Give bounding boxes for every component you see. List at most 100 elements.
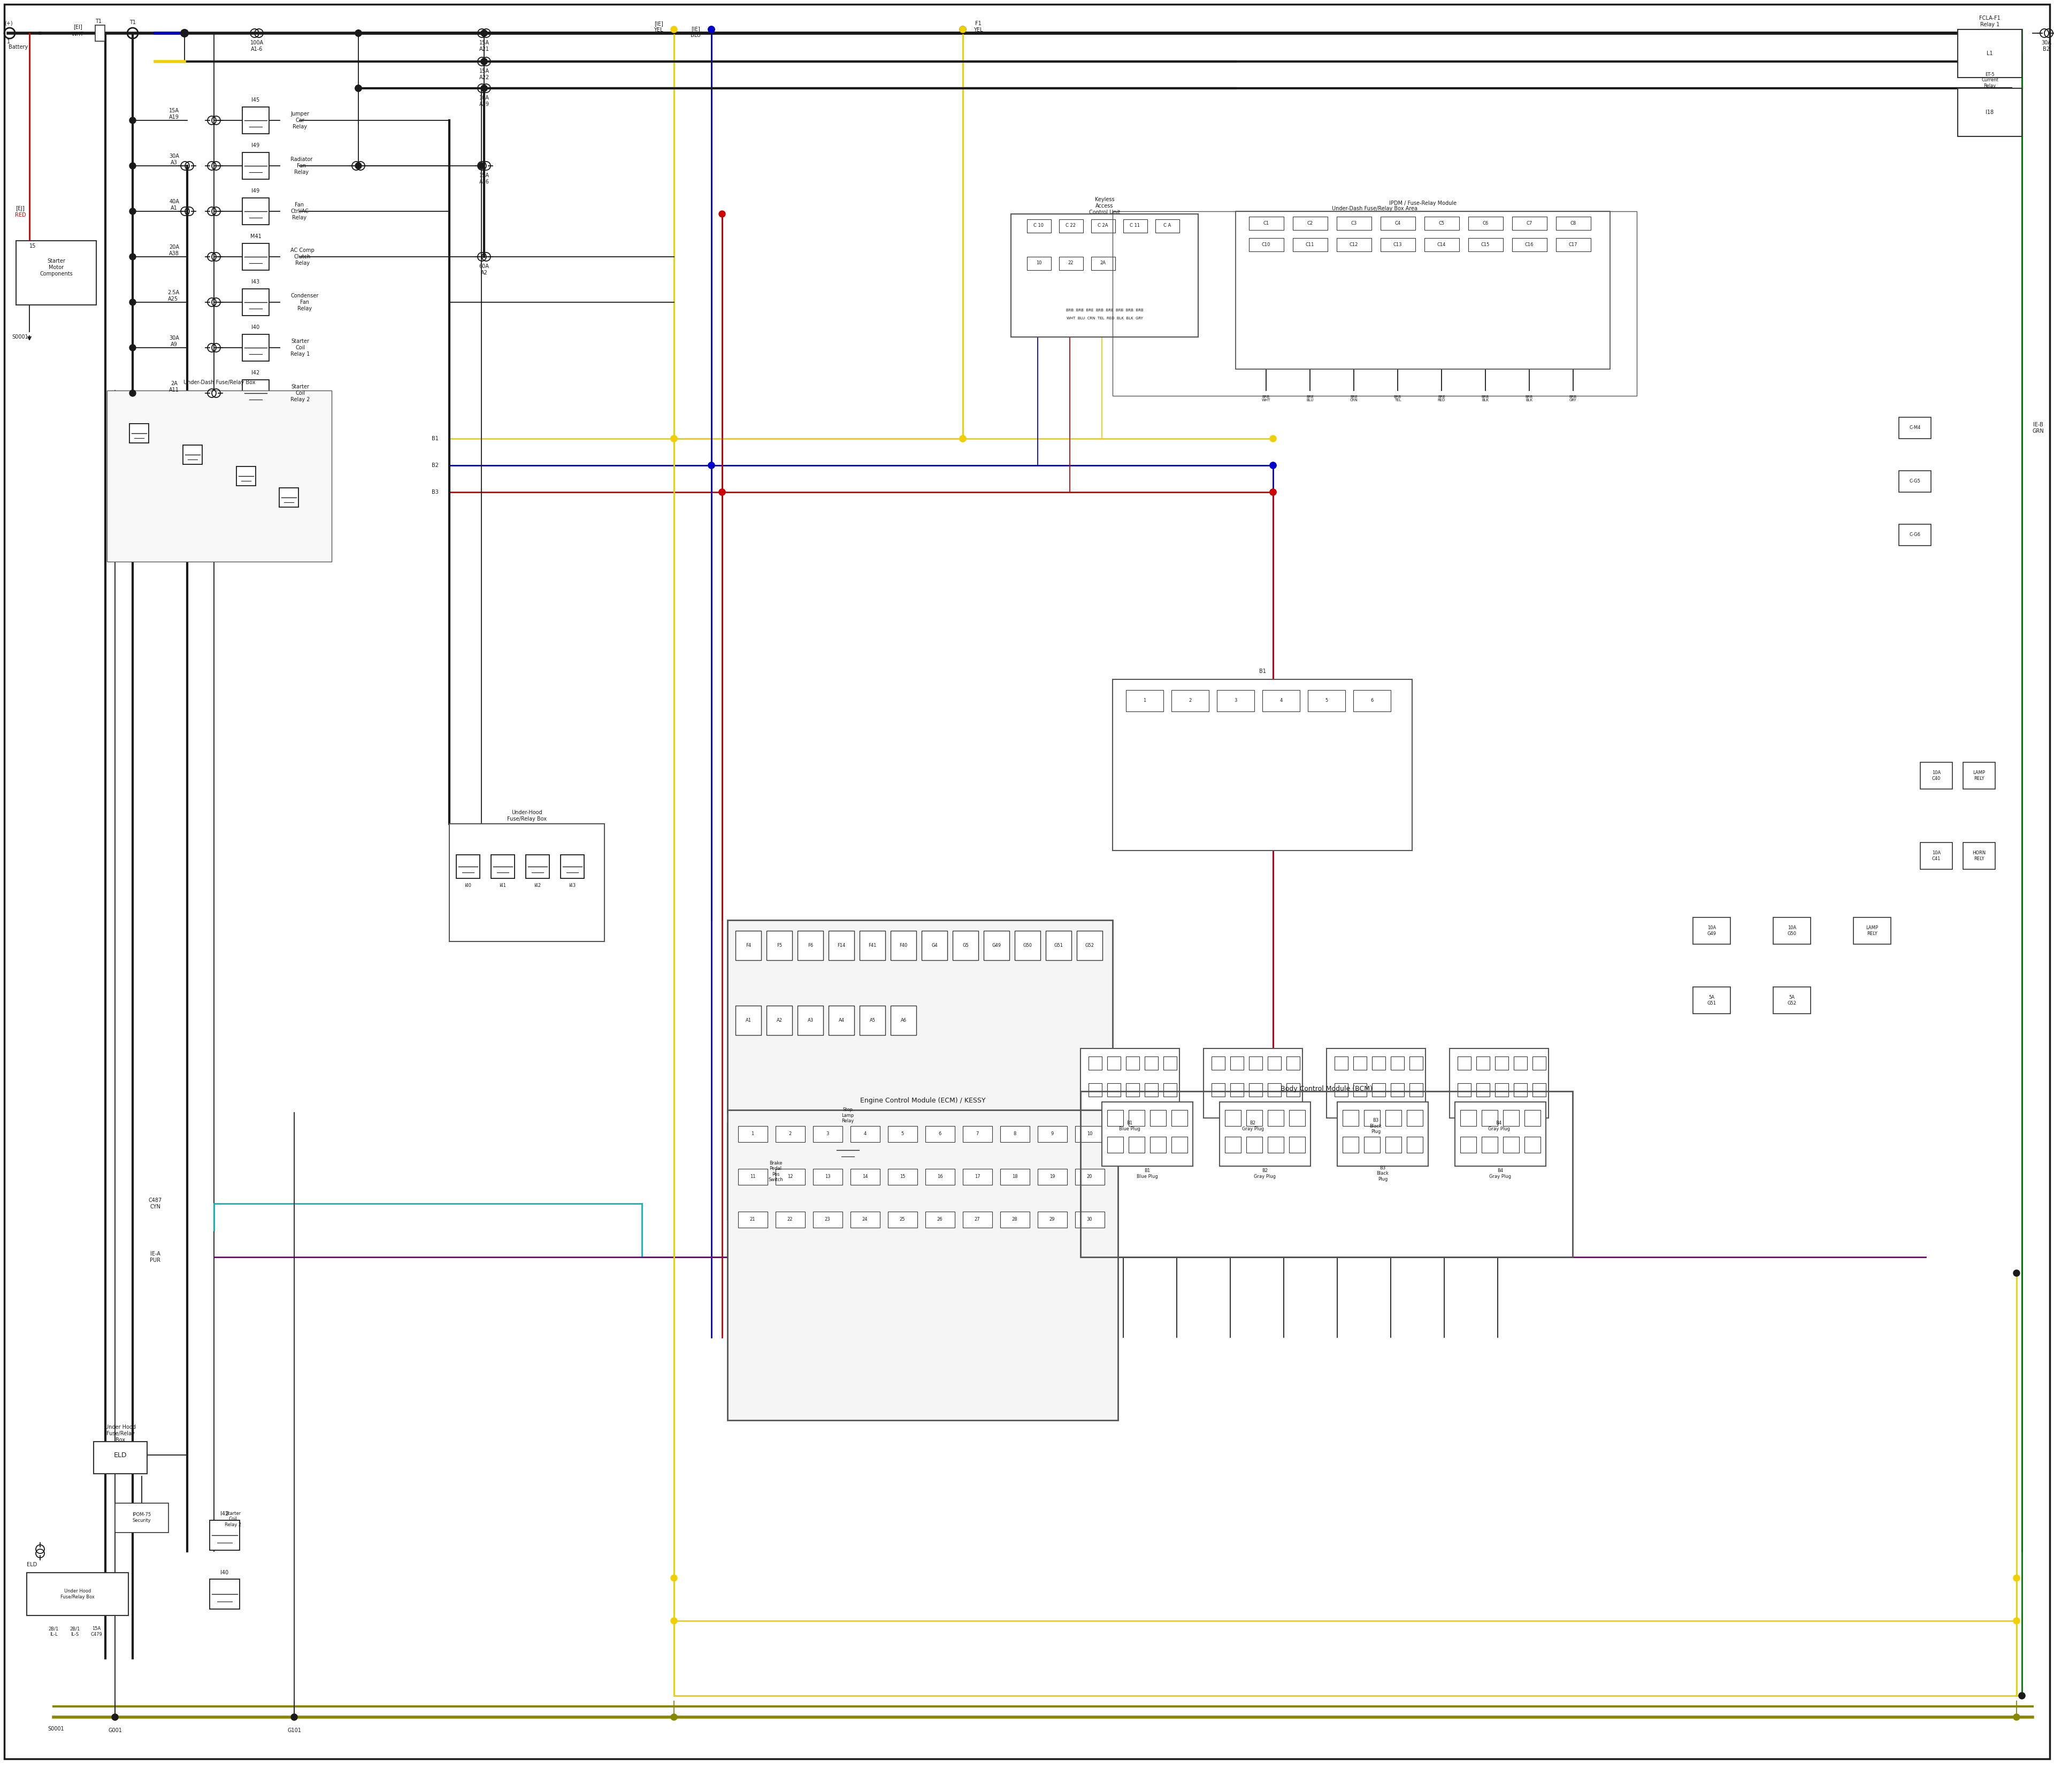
- Bar: [1964, 762, 1994, 788]
- Bar: [236, 466, 255, 486]
- Bar: [1773, 918, 1812, 944]
- Text: 14: 14: [863, 1174, 867, 1179]
- Bar: [210, 1579, 240, 1609]
- Circle shape: [129, 299, 136, 305]
- Bar: [242, 244, 269, 271]
- Bar: [242, 335, 269, 360]
- Bar: [1692, 987, 1729, 1014]
- Text: 30: 30: [1087, 1217, 1093, 1222]
- Bar: [1045, 930, 1072, 961]
- Bar: [1267, 1057, 1282, 1070]
- Bar: [1343, 1136, 1358, 1152]
- Text: 8: 8: [1013, 1131, 1017, 1136]
- Text: Body Control Module (BCM): Body Control Module (BCM): [1280, 1086, 1372, 1091]
- Circle shape: [292, 1713, 298, 1720]
- Text: 2B/1
IL-L: 2B/1 IL-L: [49, 1627, 60, 1636]
- Bar: [1076, 930, 1103, 961]
- Text: G49: G49: [992, 943, 1000, 948]
- Circle shape: [672, 435, 678, 443]
- Text: BRE
RED: BRE RED: [1438, 394, 1446, 401]
- Bar: [735, 1005, 762, 1036]
- Text: F6: F6: [807, 943, 813, 948]
- Circle shape: [355, 163, 362, 168]
- Text: LAMP
RELY: LAMP RELY: [1974, 771, 1986, 781]
- Text: 30A: 30A: [2042, 39, 2052, 45]
- Text: C15: C15: [1481, 242, 1489, 247]
- Bar: [1015, 930, 1041, 961]
- Text: ET-5
Current
Relay: ET-5 Current Relay: [1982, 72, 1999, 88]
- Text: ELD: ELD: [113, 1452, 127, 1459]
- Text: 30A
A3: 30A A3: [168, 154, 179, 165]
- Bar: [491, 855, 516, 878]
- Bar: [1220, 1102, 1310, 1167]
- Bar: [1089, 1057, 1101, 1070]
- Bar: [1308, 690, 1345, 711]
- Text: Under-Hood
Fuse/Relay Box: Under-Hood Fuse/Relay Box: [507, 810, 546, 821]
- Bar: [737, 1168, 768, 1185]
- Circle shape: [719, 489, 725, 495]
- Text: Battery: Battery: [8, 45, 29, 50]
- Bar: [1107, 1136, 1124, 1152]
- Text: [IE]
BLU: [IE] BLU: [690, 27, 700, 38]
- Text: G101: G101: [288, 1727, 302, 1733]
- Circle shape: [481, 84, 487, 91]
- Circle shape: [129, 116, 136, 124]
- Bar: [828, 930, 854, 961]
- Bar: [1337, 238, 1372, 251]
- Text: C-M4: C-M4: [1910, 425, 1920, 430]
- Text: 15A
A19: 15A A19: [168, 108, 179, 120]
- Bar: [984, 930, 1009, 961]
- Text: 2A
A11: 2A A11: [168, 382, 179, 392]
- Text: 10A
G50: 10A G50: [1787, 926, 1797, 935]
- Text: Under Hood
Fuse/Relay Box: Under Hood Fuse/Relay Box: [60, 1590, 94, 1598]
- Text: BRB
GRY: BRB GRY: [1569, 394, 1577, 401]
- Bar: [1343, 1109, 1358, 1125]
- Text: B3
Black
Plug: B3 Black Plug: [1370, 1118, 1382, 1134]
- Text: C6: C6: [1483, 220, 1489, 226]
- Bar: [1074, 1211, 1105, 1228]
- Bar: [1027, 256, 1052, 271]
- Bar: [1101, 1102, 1193, 1167]
- Text: 10A
C41: 10A C41: [1933, 851, 1941, 862]
- Circle shape: [1269, 489, 1276, 495]
- Bar: [1409, 1057, 1423, 1070]
- Bar: [963, 1125, 992, 1142]
- Text: (+): (+): [4, 22, 12, 27]
- Bar: [242, 197, 269, 224]
- Text: B2
Gray Plug: B2 Gray Plug: [1243, 1120, 1263, 1131]
- Text: 21: 21: [750, 1217, 756, 1222]
- Bar: [1407, 1109, 1423, 1125]
- Text: C 22: C 22: [1066, 224, 1076, 228]
- Text: Jumper
Car
Relay: Jumper Car Relay: [290, 111, 308, 129]
- Text: B4
Gray Plug: B4 Gray Plug: [1487, 1120, 1510, 1131]
- Circle shape: [181, 30, 187, 36]
- Bar: [1126, 690, 1163, 711]
- Bar: [1074, 1125, 1105, 1142]
- Text: IE-A
PUR: IE-A PUR: [150, 1251, 160, 1263]
- Text: A21: A21: [479, 47, 489, 52]
- Circle shape: [1269, 489, 1276, 495]
- Bar: [1171, 1109, 1187, 1125]
- Bar: [737, 1211, 768, 1228]
- Bar: [1372, 1057, 1384, 1070]
- Bar: [1335, 1057, 1347, 1070]
- Bar: [1128, 1109, 1144, 1125]
- Bar: [1898, 418, 1931, 439]
- Text: A29: A29: [479, 102, 489, 108]
- Text: C13: C13: [1393, 242, 1403, 247]
- Text: 10A
C40: 10A C40: [1933, 771, 1941, 781]
- Bar: [1364, 1136, 1380, 1152]
- Bar: [1037, 1168, 1068, 1185]
- Text: 22: 22: [1068, 262, 1074, 265]
- Text: I40: I40: [253, 324, 259, 330]
- Circle shape: [129, 208, 136, 215]
- Text: Radiator
Fan
Relay: Radiator Fan Relay: [290, 158, 312, 174]
- Circle shape: [709, 462, 715, 468]
- Text: 6: 6: [1370, 699, 1374, 702]
- Text: C-G5: C-G5: [1910, 478, 1920, 484]
- Bar: [1000, 1168, 1029, 1185]
- Circle shape: [2019, 1692, 2025, 1699]
- Bar: [1335, 1082, 1347, 1097]
- Circle shape: [2013, 1713, 2019, 1720]
- Bar: [1292, 217, 1327, 229]
